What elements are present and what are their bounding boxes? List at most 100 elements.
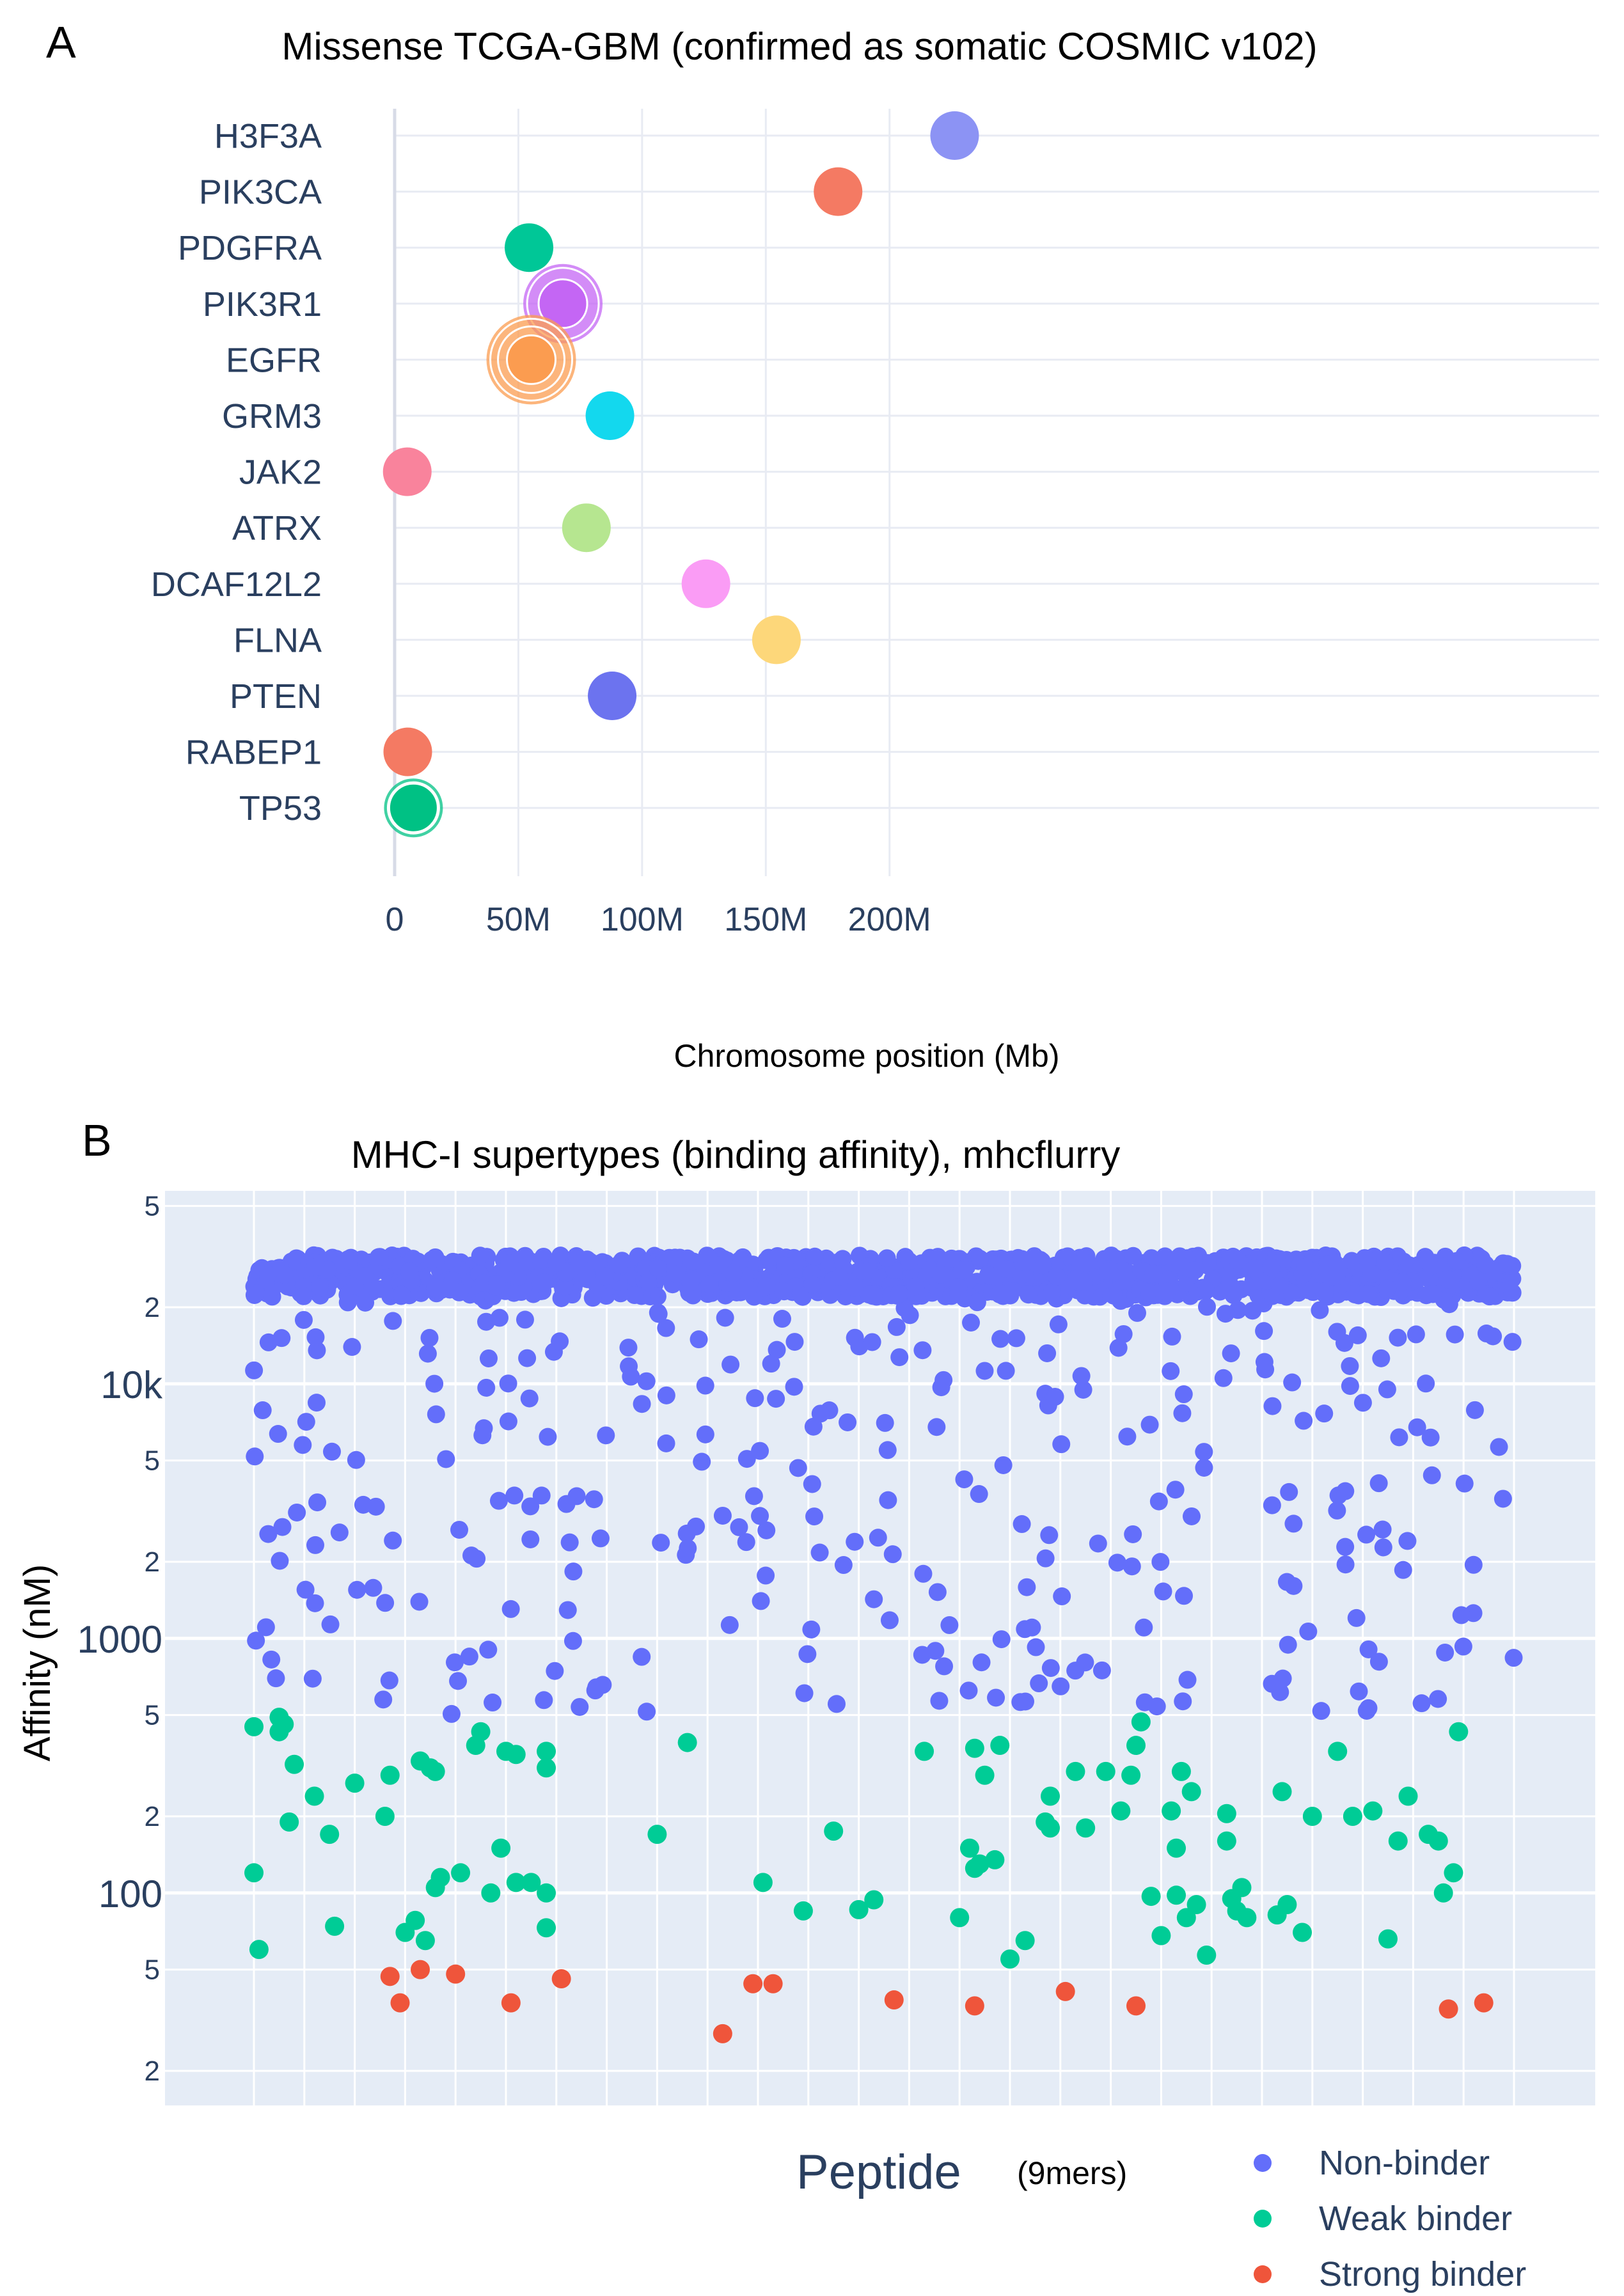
non-binder-point (757, 1277, 776, 1296)
weak-binder-point (1444, 1863, 1463, 1883)
non-binder-point (586, 1681, 604, 1700)
non-binder-point (1243, 1301, 1262, 1320)
non-binder-point (927, 1418, 946, 1436)
non-binder-point (1078, 1254, 1096, 1273)
non-binder-point (597, 1426, 615, 1445)
non-binder-point (1197, 1298, 1216, 1316)
non-binder-point (1262, 1258, 1281, 1277)
non-binder-point (1477, 1325, 1495, 1343)
non-binder-point (1229, 1252, 1247, 1270)
non-binder-point (633, 1395, 651, 1413)
non-binder-point (1336, 1537, 1355, 1556)
non-binder-point (1144, 1264, 1163, 1283)
legend-marker-non-binder (1254, 2154, 1272, 2172)
non-binder-point (532, 1486, 551, 1505)
non-binder-point (684, 1252, 702, 1271)
non-binder-point (773, 1310, 791, 1328)
non-binder-point (475, 1419, 493, 1438)
weak-binder-point (1096, 1761, 1116, 1781)
non-binder-point (532, 1251, 550, 1270)
non-binder-point (638, 1702, 656, 1721)
strong-binder-point (551, 1969, 571, 1989)
non-binder-point (1283, 1373, 1302, 1392)
weak-binder-point (1121, 1765, 1141, 1785)
non-binder-point (258, 1266, 277, 1284)
non-binder-point (1154, 1582, 1172, 1601)
non-binder-point (696, 1425, 714, 1443)
non-binder-point (730, 1518, 748, 1536)
non-binder-point (665, 1251, 683, 1270)
non-binder-point (713, 1506, 732, 1525)
weak-binder-point (537, 1742, 556, 1761)
non-binder-point (521, 1530, 540, 1548)
non-binder-point (1092, 1661, 1111, 1679)
legend-marker-strong-binder (1254, 2265, 1272, 2283)
non-binder-point (343, 1338, 361, 1356)
non-binder-point (1455, 1474, 1474, 1493)
strong-binder-point (713, 2024, 732, 2043)
weak-binder-point (451, 1863, 471, 1883)
non-binder-point (795, 1684, 814, 1702)
weak-binder-point (1066, 1761, 1085, 1781)
gene-label-pik3r1: PIK3R1 (203, 285, 322, 324)
non-binder-point (1135, 1618, 1153, 1637)
weak-binder-point (1378, 1929, 1398, 1949)
non-binder-point (802, 1620, 821, 1639)
non-binder-point (1297, 1257, 1315, 1276)
non-binder-point (949, 1278, 968, 1296)
point-pdgfra (505, 223, 554, 272)
non-binder-point (709, 1256, 728, 1275)
panel-b-x-axis-note: (9mers) (1017, 2155, 1127, 2191)
weak-binder-point (1171, 1761, 1191, 1781)
non-binder-point (1378, 1279, 1396, 1298)
non-binder-point (1013, 1515, 1031, 1534)
weak-binder-point (274, 1715, 294, 1734)
panel-b-weak-binder-points (244, 1708, 1469, 1969)
non-binder-point (356, 1293, 375, 1312)
non-binder-point (585, 1490, 603, 1509)
non-binder-point (1075, 1273, 1093, 1291)
panel-b: B MHC-I supertypes (binding affinity), m… (17, 1115, 1595, 2293)
non-binder-point (297, 1413, 315, 1431)
non-binder-point (1284, 1514, 1303, 1533)
weak-binder-point (471, 1722, 491, 1742)
gene-label-pik3ca: PIK3CA (199, 173, 322, 212)
gene-label-atrx: ATRX (232, 509, 322, 547)
point-tp53 (388, 782, 439, 833)
non-binder-point (751, 1442, 769, 1460)
non-binder-point (1033, 1256, 1052, 1275)
non-binder-point (846, 1532, 864, 1551)
non-binder-point (400, 1262, 418, 1280)
y-tick-10000: 10k (100, 1364, 163, 1406)
non-binder-point (1389, 1328, 1407, 1347)
non-binder-point (501, 1600, 520, 1618)
x-tick-150m: 150M (724, 901, 807, 938)
non-binder-point (1072, 1367, 1091, 1385)
weak-binder-point (959, 1838, 979, 1858)
non-binder-point (887, 1317, 906, 1336)
non-binder-point (1059, 1247, 1077, 1266)
non-binder-point (577, 1266, 595, 1285)
weak-binder-point (320, 1825, 340, 1844)
non-binder-point (1174, 1692, 1192, 1711)
non-binder-point (970, 1485, 988, 1504)
panel-a-x-tick-labels: 0 50M 100M 150M 200M (386, 901, 931, 938)
weak-binder-point (1000, 1949, 1020, 1969)
non-binder-point (475, 1273, 493, 1292)
non-binder-point (516, 1246, 534, 1265)
non-binder-point (981, 1266, 1000, 1285)
non-binder-point (992, 1630, 1011, 1649)
weak-binder-point (1343, 1807, 1362, 1826)
non-binder-point (839, 1413, 857, 1431)
non-binder-point (1343, 1252, 1361, 1270)
non-binder-point (1118, 1427, 1137, 1446)
non-binder-point (520, 1389, 539, 1408)
weak-binder-point (677, 1733, 697, 1752)
non-binder-point (991, 1284, 1009, 1302)
panel-a-gene-labels: H3F3A PIK3CA PDGFRA PIK3R1 EGFR GRM3 JAK2 ATRX D… (151, 117, 322, 828)
non-binder-point (746, 1389, 764, 1408)
weak-binder-point (280, 1812, 299, 1832)
non-binder-point (900, 1252, 918, 1271)
y-tick-500: 5 (145, 1700, 160, 1731)
non-binder-point (450, 1283, 468, 1301)
